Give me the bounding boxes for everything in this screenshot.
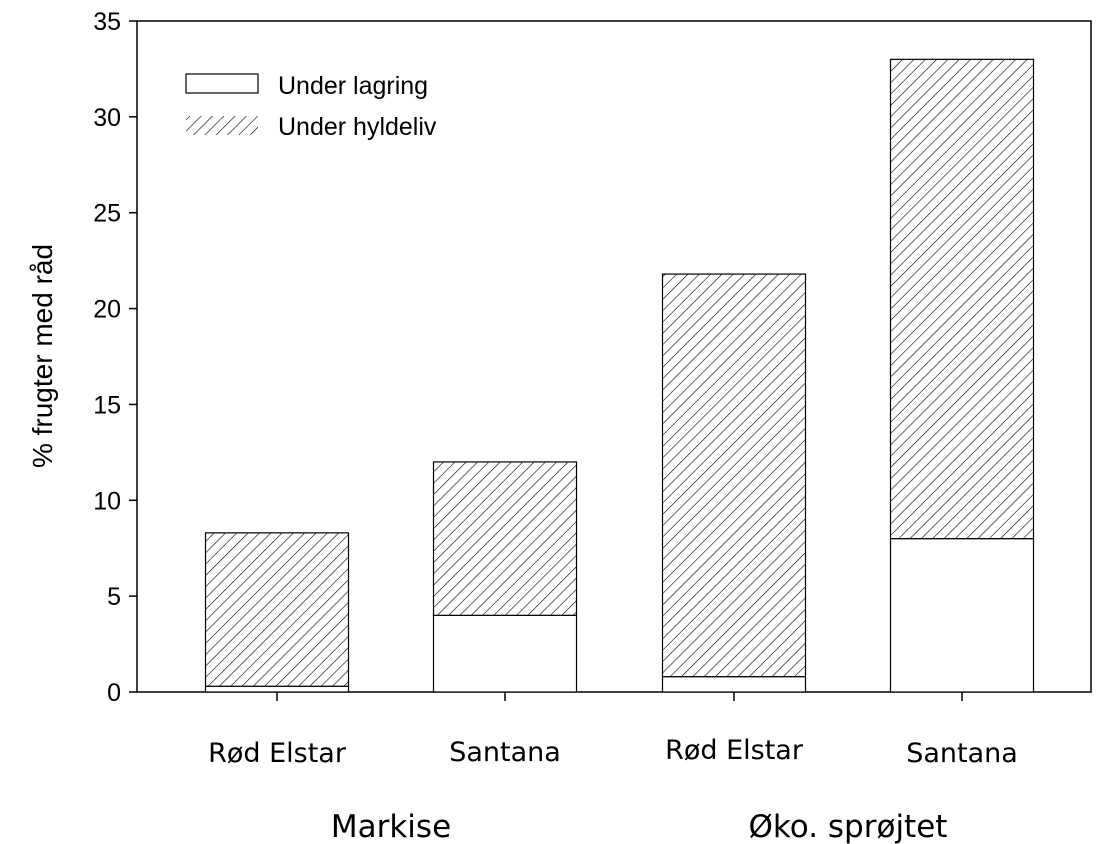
bar-segment-under-hyldeliv — [432, 461, 578, 616]
x-category-label: Santana — [906, 738, 1018, 769]
y-tick-label: 15 — [93, 391, 121, 419]
plot-frame — [136, 20, 1092, 693]
y-tick-label: 20 — [93, 296, 121, 324]
legend-label-under-hyldeliv: Under hyldeliv — [278, 113, 437, 141]
x-axis: Rød Elstar Santana Rød Elstar Santana Markis… — [208, 692, 1018, 844]
x-category-label: Rød Elstar — [665, 735, 804, 766]
y-tick-label: 10 — [93, 487, 121, 515]
legend-swatch-under-hyldeliv — [186, 116, 258, 135]
y-tick-label: 0 — [107, 679, 121, 707]
x-group-label: Markise — [331, 809, 451, 844]
bar-segment-under-hyldeliv — [889, 58, 1035, 540]
bar-segment-under-lagring — [661, 676, 807, 693]
y-tick-label: 35 — [93, 8, 121, 36]
legend-label-under-lagring: Under lagring — [278, 72, 428, 100]
bars — [204, 58, 1035, 693]
y-tick-label: 5 — [107, 583, 121, 611]
bar-segment-under-lagring — [889, 538, 1035, 693]
legend: Under lagring Under hyldeliv — [185, 72, 437, 141]
bar-segment-under-hyldeliv — [204, 532, 350, 687]
y-axis: 0 5 10 15 20 25 30 35 — [93, 8, 137, 707]
legend-swatch-under-lagring — [185, 73, 259, 94]
y-tick-label: 30 — [93, 104, 121, 132]
y-axis-title: % frugter med råd — [27, 244, 58, 468]
x-category-label: Santana — [449, 737, 561, 768]
x-category-label: Rød Elstar — [208, 738, 347, 769]
bar-segment-under-lagring — [432, 614, 578, 693]
bar-segment-under-hyldeliv — [661, 273, 807, 678]
x-group-label: Øko. sprøjtet — [749, 809, 948, 844]
bar-segment-under-lagring — [204, 685, 350, 693]
y-tick-label: 25 — [93, 200, 121, 228]
